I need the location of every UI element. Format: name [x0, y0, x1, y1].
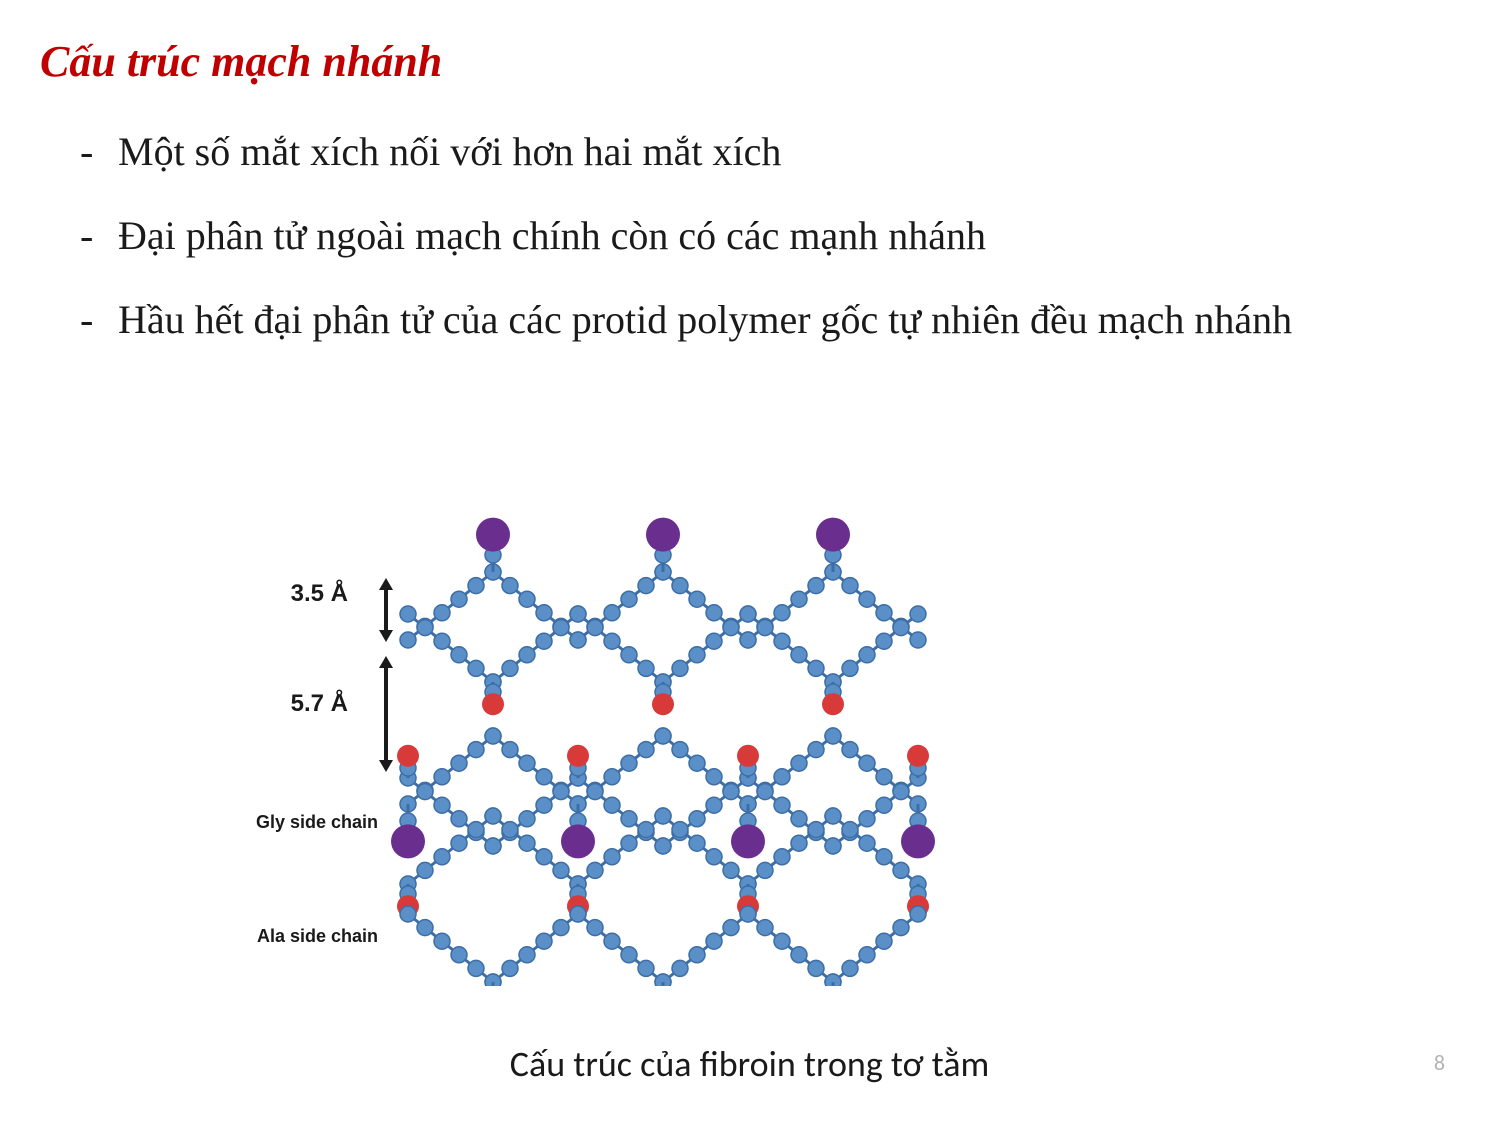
page-number: 8 — [1434, 1049, 1445, 1076]
figure: 3.5 Å 5.7 Å Gly side chain Ala side chai… — [228, 510, 968, 1030]
bullet-list: Một số mắt xích nối với hơn hai mắt xích… — [40, 115, 1459, 357]
slide-title: Cấu trúc mạch nhánh — [40, 34, 1459, 89]
ala-side-chain-label: Ala side chain — [257, 926, 378, 947]
bullet-item: Một số mắt xích nối với hơn hai mắt xích — [80, 115, 1459, 189]
gly-side-chain-label: Gly side chain — [256, 812, 378, 833]
figure-caption: Cấu trúc của fibroin trong tơ tằm — [0, 1042, 1499, 1086]
slide: Cấu trúc mạch nhánh Một số mắt xích nối … — [0, 0, 1499, 1124]
measurement-label-1: 3.5 Å — [291, 580, 348, 608]
measurement-label-2: 5.7 Å — [291, 690, 348, 718]
fibroin-diagram — [378, 516, 938, 986]
bullet-item: Đại phân tử ngoài mạch chính còn có các … — [80, 199, 1459, 273]
bullet-item: Hầu hết đại phân tử của các protid polym… — [80, 283, 1459, 357]
